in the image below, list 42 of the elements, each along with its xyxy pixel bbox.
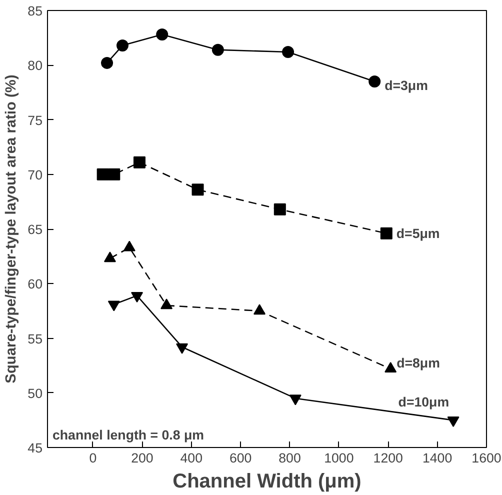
y-axis-title: Square-type/finger-type layout area ratio (%) xyxy=(4,74,20,384)
x-tick-label: 1400 xyxy=(422,450,452,466)
x-axis-title: Channel Width (μm) xyxy=(172,470,362,492)
y-tick-label: 80 xyxy=(28,58,43,74)
x-tick-label: 0 xyxy=(89,450,97,466)
x-tick-label: 200 xyxy=(131,450,154,466)
point xyxy=(108,300,120,312)
x-tick-label: 1200 xyxy=(373,450,403,466)
series-label: d=10μm xyxy=(398,394,450,410)
point xyxy=(101,56,114,69)
x-tick-label: 600 xyxy=(229,450,252,466)
annotation: channel length = 0.8 μm xyxy=(52,428,204,442)
y-tick-label: 70 xyxy=(28,167,43,182)
x-tick-label: 800 xyxy=(278,450,301,466)
series-label: d=8μm xyxy=(396,355,440,370)
y-tick-label: 45 xyxy=(28,440,43,456)
point xyxy=(368,76,381,88)
point xyxy=(133,156,146,168)
y-tick-label: 85 xyxy=(28,4,43,18)
point xyxy=(282,46,294,58)
point xyxy=(176,343,188,354)
x-tick-label: 1000 xyxy=(324,450,354,466)
point xyxy=(274,203,286,216)
point xyxy=(192,184,204,196)
point xyxy=(212,44,224,56)
point xyxy=(108,168,120,180)
x-tick-label: 400 xyxy=(180,450,203,466)
point xyxy=(116,39,129,52)
series-label: d=5μm xyxy=(396,226,440,241)
y-tick-label: 60 xyxy=(28,276,43,292)
point xyxy=(447,416,460,428)
x-tick-label: 1600 xyxy=(472,450,502,466)
point xyxy=(96,168,109,180)
point xyxy=(156,28,168,41)
series-label: d=3μm xyxy=(384,78,428,94)
y-tick-label: 65 xyxy=(28,222,43,237)
point xyxy=(289,394,302,406)
y-tick-label: 75 xyxy=(28,112,43,128)
point xyxy=(131,292,144,302)
y-tick-label: 55 xyxy=(28,331,43,346)
y-tick-label: 50 xyxy=(28,386,43,401)
point xyxy=(380,227,392,240)
